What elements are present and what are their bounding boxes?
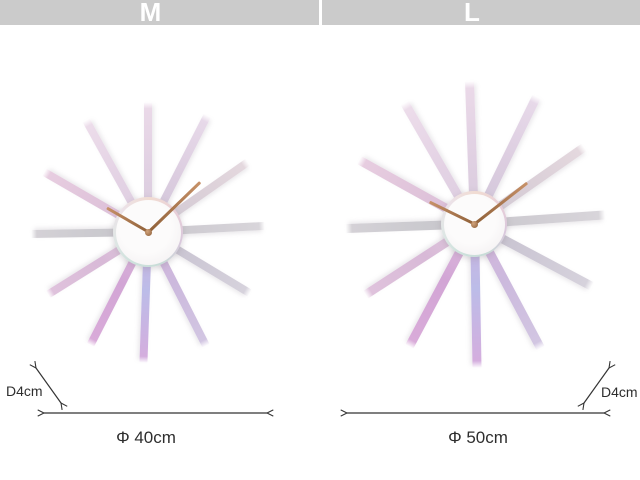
- size-label-l: L: [464, 0, 480, 27]
- depth-dimension-label-m: D4cm: [6, 383, 43, 399]
- depth-dimension-label-l: D4cm: [601, 384, 638, 400]
- size-label-m: M: [139, 0, 162, 27]
- size-header-bar: M L: [0, 0, 640, 25]
- size-column-header-m: M: [0, 0, 319, 25]
- size-column-header-l: L: [322, 0, 640, 25]
- clock-ray: [144, 102, 152, 232]
- header-divider: [319, 0, 322, 25]
- clock-hand-pivot: [470, 220, 478, 228]
- diameter-dimension-label-m: Φ 40cm: [116, 428, 176, 447]
- diameter-dimension-label-l: Φ 50cm: [448, 428, 508, 447]
- clock-hand-pivot: [144, 228, 152, 236]
